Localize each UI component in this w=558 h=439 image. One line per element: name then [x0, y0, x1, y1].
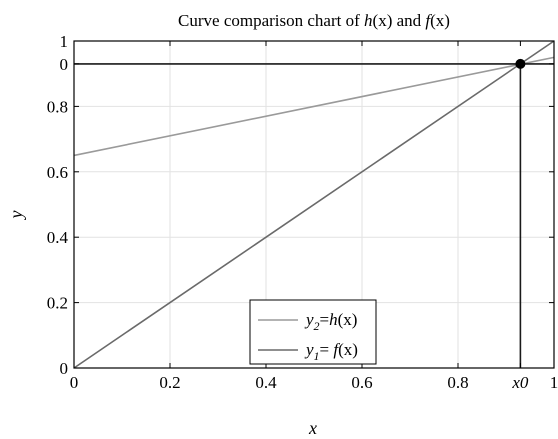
y-tick-label: 0.2: [47, 294, 68, 313]
y-tick-label: 0.8: [47, 97, 68, 116]
plot-frame: [73, 40, 555, 369]
legend-f-eq: =: [320, 340, 334, 359]
y-tick-label: 0.4: [47, 228, 69, 247]
legend-f-fn: f: [333, 340, 340, 359]
x-tick-label: 0.8: [447, 373, 468, 392]
series-layer: [73, 40, 555, 369]
intersection-point: [515, 58, 526, 69]
intersection-guides: [74, 58, 554, 368]
title-fx: (x): [430, 11, 450, 30]
x-tick-label: 1: [550, 373, 558, 392]
title-and: and: [392, 11, 425, 30]
legend-f-arg: (x): [338, 340, 358, 359]
legend-f-sub: 1: [314, 349, 320, 363]
legend-box: [249, 299, 377, 365]
legend-h-fn: h: [329, 310, 338, 329]
x-tick-label: x0: [511, 373, 529, 392]
y-tick-label: 1: [60, 32, 69, 51]
title-hx: (x): [373, 11, 393, 30]
y-tick-label: 0.6: [47, 163, 68, 182]
legend-label-f: y1= f(x): [304, 340, 358, 363]
legend-h-sub: 2: [314, 319, 320, 333]
legend: y2=h(x) y1= f(x): [249, 299, 377, 365]
series-line-f: [73, 40, 555, 369]
x-tick-label: 0.6: [351, 373, 372, 392]
legend-label-h: y2=h(x): [304, 310, 357, 333]
legend-f-main: y: [304, 340, 314, 359]
series-line-h: [73, 56, 555, 157]
x-tick-label: 0: [70, 373, 79, 392]
chart-title: Curve comparison chart of h(x) and f(x): [178, 11, 450, 30]
legend-h-main: y: [304, 310, 314, 329]
y-tick-label: 0: [60, 55, 69, 74]
x-ticks: 0 0.2 0.4 0.6 0.8 x0 1: [70, 41, 558, 392]
title-f: f: [425, 11, 432, 30]
title-prefix: Curve comparison chart of: [178, 11, 364, 30]
legend-h-arg: (x): [338, 310, 358, 329]
x-tick-label: 0.2: [159, 373, 180, 392]
y-axis-label: y: [6, 211, 26, 221]
legend-h-eq: =: [320, 310, 330, 329]
x-axis-label: x: [308, 418, 317, 438]
x-tick-label: 0.4: [255, 373, 277, 392]
title-h: h: [364, 11, 373, 30]
y-tick-label: 0: [60, 359, 69, 378]
y-ticks: 0 0.2 0.4 0.6 0.8 0 1: [47, 32, 554, 378]
